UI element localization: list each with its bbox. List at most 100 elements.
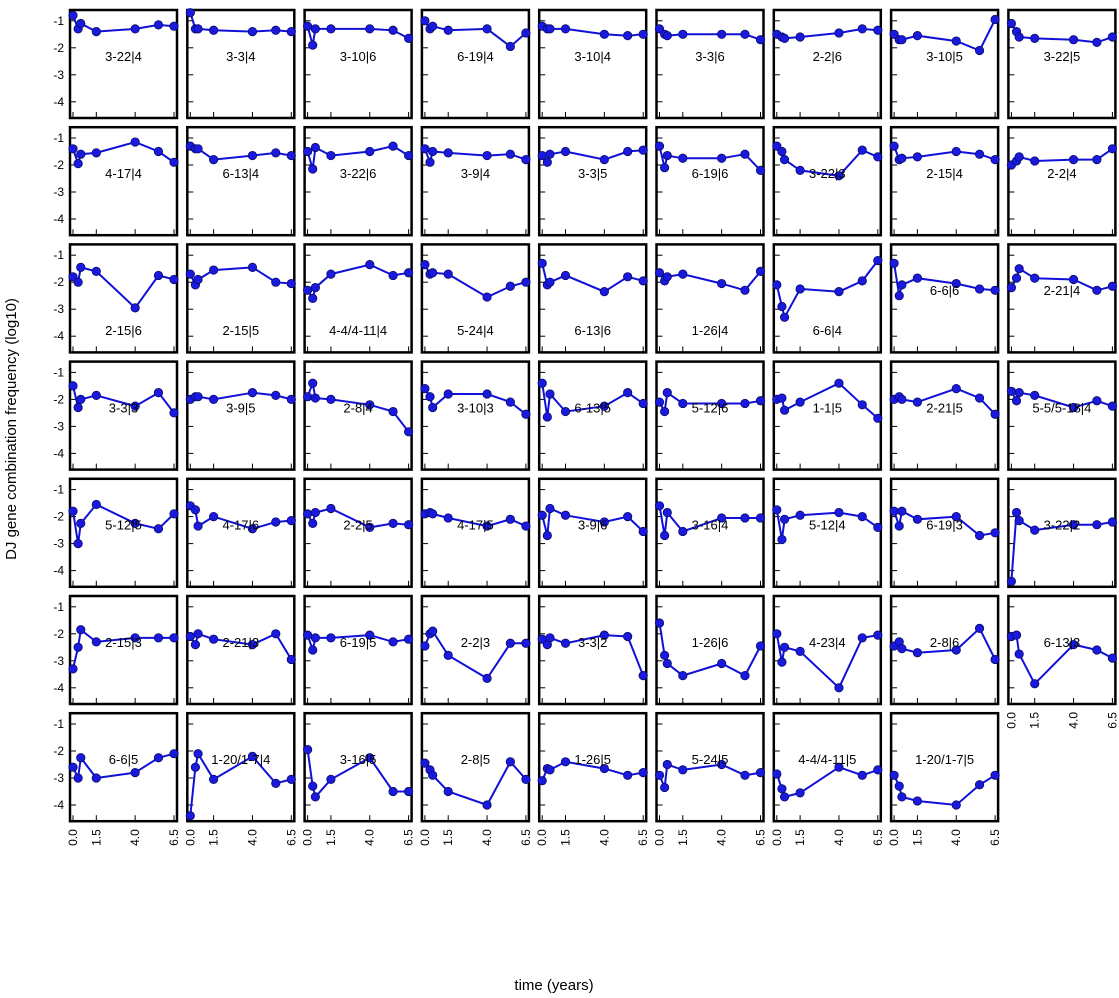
data-point [755, 767, 766, 778]
series-line [306, 263, 409, 301]
panel: 4-23|4 [772, 594, 883, 706]
data-point [1107, 32, 1118, 42]
data-point [130, 518, 140, 528]
data-point [153, 270, 164, 281]
y-tick-label: -3 [53, 419, 64, 433]
data-point [560, 24, 571, 34]
data-point [599, 29, 609, 39]
series-line [893, 774, 996, 807]
data-point [873, 152, 883, 162]
panel-frame [68, 243, 179, 354]
data-point [73, 773, 83, 783]
x-tick-label: 6.5 [167, 829, 181, 846]
data-point [91, 266, 101, 276]
data-point [302, 146, 313, 157]
panel-label: 5-24|5 [692, 752, 729, 767]
data-point [68, 664, 78, 674]
data-point [428, 268, 438, 278]
data-point [365, 630, 375, 640]
data-point [388, 270, 398, 281]
y-tick-label: -2 [53, 41, 64, 55]
data-point [247, 27, 258, 37]
data-point [388, 786, 398, 797]
data-point [662, 150, 672, 161]
x-tick-label: 6.5 [754, 829, 768, 846]
data-point [638, 145, 648, 155]
panel-label: 2-21|3 [222, 635, 259, 650]
data-point [153, 388, 164, 398]
panel: 4-17|5 [420, 477, 531, 589]
x-tick-label: 0.0 [887, 829, 901, 846]
data-point [482, 389, 492, 399]
data-point [521, 409, 531, 419]
data-point [678, 269, 688, 279]
data-point [130, 303, 140, 313]
data-point [779, 155, 790, 165]
data-point [302, 745, 313, 755]
data-point [599, 401, 609, 411]
y-tick-label: -1 [53, 483, 64, 497]
data-point [740, 513, 750, 523]
panel: 3-3|4 [185, 8, 296, 120]
data-point [193, 274, 203, 285]
y-tick-label: -1 [53, 365, 64, 379]
panel: 6-19|6 [654, 125, 766, 237]
panel: 2-21|5 [889, 360, 1000, 471]
data-point [1092, 520, 1102, 530]
data-point [302, 285, 313, 295]
x-tick-label: 6.5 [871, 829, 885, 846]
data-point [912, 648, 923, 658]
data-point [209, 394, 219, 404]
panel: 6-13|4 [185, 125, 296, 237]
panel: 6-19|4 [420, 8, 531, 120]
data-point [857, 400, 867, 410]
y-tick-label: -1 [53, 248, 64, 262]
data-point [779, 642, 790, 652]
x-tick-label: 6.5 [402, 829, 416, 846]
data-point [834, 28, 844, 38]
data-point [310, 24, 320, 34]
panel: 3-9|5 [185, 360, 296, 471]
data-point [537, 378, 547, 388]
data-point [271, 25, 281, 35]
panel-label: 2-8|4 [343, 400, 372, 415]
panel: 2-15|5 [185, 243, 296, 354]
data-point [91, 499, 101, 510]
x-tick-label: 1.5 [1028, 712, 1042, 729]
data-point [1068, 639, 1079, 650]
data-point [308, 645, 318, 655]
panel-frame [420, 243, 531, 354]
y-tick-label: -4 [53, 681, 64, 695]
data-point [638, 526, 648, 537]
data-point [740, 285, 750, 295]
data-point [951, 800, 961, 810]
panel-label: 3-3|5 [578, 166, 607, 181]
panel: 6-13|5 [537, 360, 648, 471]
x-tick-label: 0.0 [653, 829, 667, 846]
data-point [638, 29, 648, 39]
data-point [545, 503, 555, 514]
panel-label: 6-6|5 [109, 752, 138, 767]
data-point [897, 153, 907, 163]
data-point [247, 751, 258, 762]
data-point [209, 265, 219, 275]
data-point [310, 507, 320, 518]
panel: 4-17|6 [185, 477, 296, 589]
x-tick-label: 6.5 [636, 829, 650, 846]
data-point [521, 521, 531, 531]
y-tick-label: -2 [53, 275, 64, 289]
data-point [420, 758, 430, 768]
data-point [857, 24, 867, 34]
data-point [1014, 152, 1024, 162]
data-point [638, 276, 648, 286]
panel-frame [889, 711, 1000, 823]
x-tick-label: 1.5 [324, 829, 338, 846]
panel-frame [420, 711, 531, 823]
x-tick-label: 1.5 [89, 829, 103, 846]
data-point [545, 765, 555, 775]
panel-label: 1-26|5 [574, 752, 611, 767]
data-point [428, 21, 438, 31]
panel-label: 1-20/1-7|4 [211, 752, 270, 767]
data-point [717, 153, 727, 163]
data-point [1092, 37, 1102, 48]
